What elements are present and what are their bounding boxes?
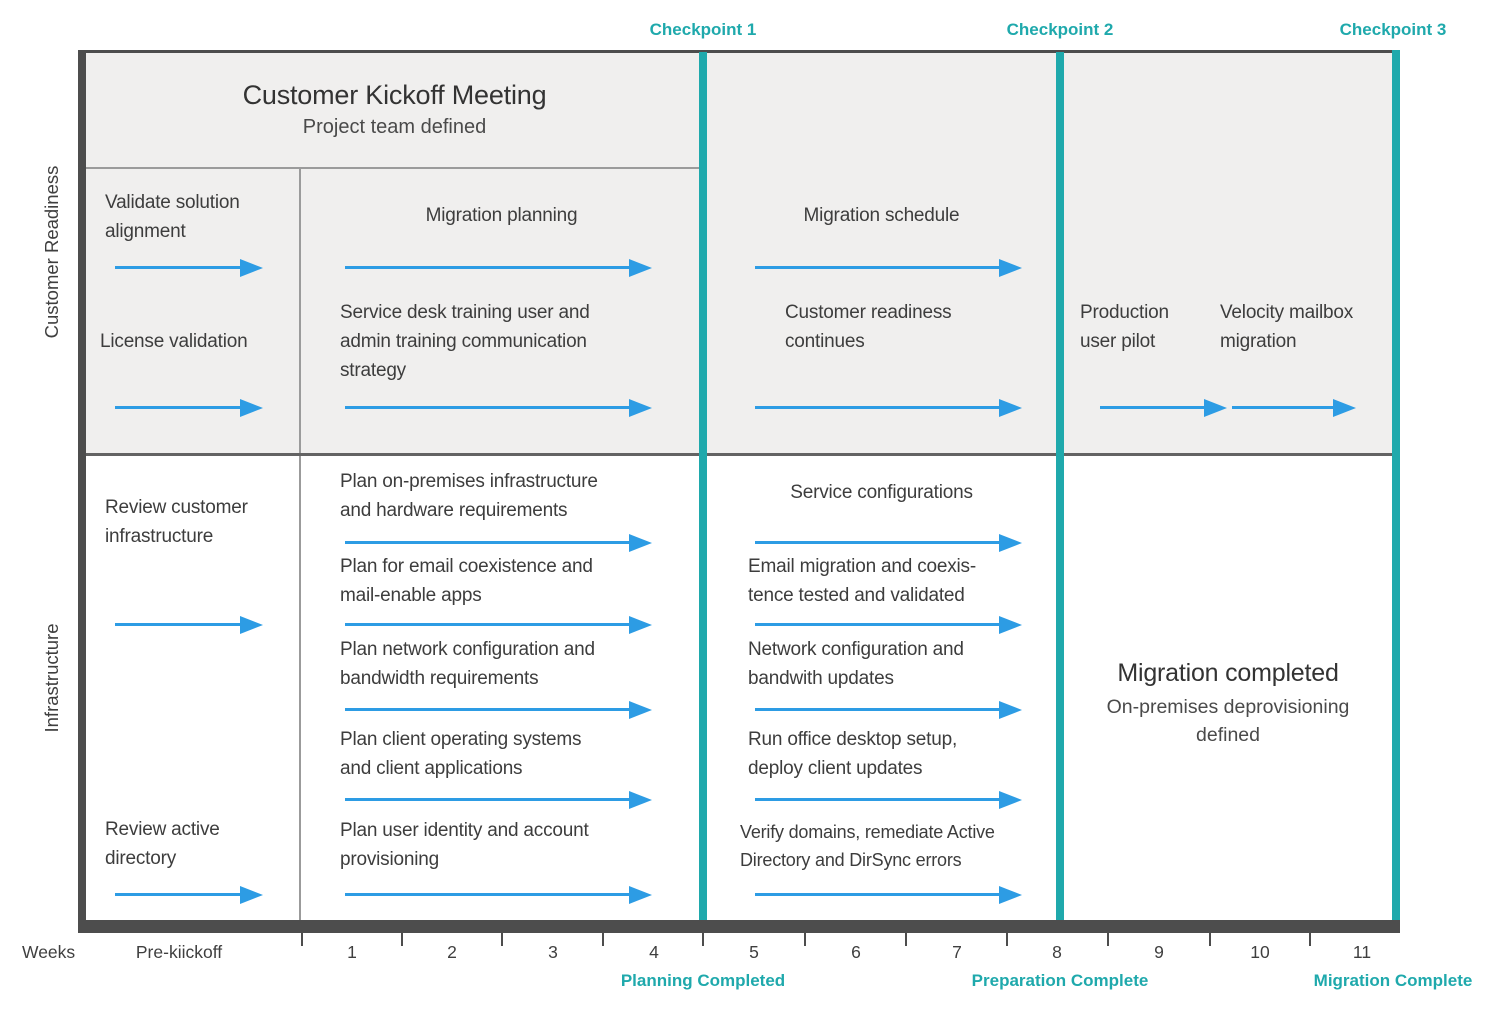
task-production-user-pilot: Production user pilot [1080, 302, 1169, 352]
task-arrow [115, 885, 263, 904]
task-review-customer-infrastructure: Review customer infrastructure [105, 497, 248, 547]
week-label-3: 3 [548, 942, 558, 962]
task-arrow [345, 258, 652, 277]
task-arrow [755, 790, 1022, 809]
week-tick [501, 933, 503, 946]
task-customer-readiness-continues: Customer readiness continues [785, 302, 952, 352]
week-label-prekickoff: Pre-kiickoff [135, 942, 223, 962]
kickoff-header-divider [86, 167, 703, 169]
task-review-active-directory: Review active directory [105, 819, 220, 869]
task-arrow [1100, 398, 1227, 417]
customer-readiness-lane-background [86, 52, 1393, 454]
week-tick [602, 933, 604, 946]
task-arrow [345, 790, 652, 809]
week-label-11: 11 [1352, 942, 1372, 962]
checkpoint-1-line [699, 52, 707, 920]
task-arrow [755, 700, 1022, 719]
week-label-8: 8 [1052, 942, 1062, 962]
task-arrow [345, 885, 652, 904]
bottom-axis-bar [78, 920, 1400, 933]
task-arrow [755, 533, 1022, 552]
task-validate-solution-alignment: Validate solution alignment [105, 192, 240, 242]
task-arrow [345, 533, 652, 552]
task-service-configurations: Service configurations [790, 482, 973, 503]
top-border [78, 50, 1400, 53]
checkpoint-2-label: Checkpoint 2 [1006, 20, 1114, 39]
week-tick [1309, 933, 1311, 946]
milestone-planning-completed: Planning Completed [620, 971, 786, 990]
task-arrow [115, 615, 263, 634]
prekickoff-column-divider [299, 167, 301, 920]
task-arrow [755, 885, 1022, 904]
week-tick [804, 933, 806, 946]
task-email-migration-tested: Email migration and coexis- tence tested… [748, 556, 976, 606]
checkpoint-3-line [1392, 50, 1400, 920]
week-tick [1107, 933, 1109, 946]
milestone-migration-complete: Migration Complete [1313, 971, 1473, 990]
task-license-validation: License validation [100, 331, 248, 352]
week-label-6: 6 [851, 942, 861, 962]
checkpoint-3-label: Checkpoint 3 [1339, 20, 1447, 39]
left-border [78, 50, 86, 933]
task-arrow [1232, 398, 1356, 417]
week-label-4: 4 [649, 942, 659, 962]
task-arrow [115, 258, 263, 277]
lane-label-infrastructure: Infrastructure [41, 623, 62, 733]
task-velocity-mailbox-migration: Velocity mailbox migration [1220, 302, 1354, 352]
task-plan-email-coexistence: Plan for email coexistence and mail-enab… [340, 556, 593, 606]
migration-completed-title: Migration completed [1117, 659, 1339, 687]
week-label-2: 2 [447, 942, 457, 962]
week-tick [702, 933, 704, 946]
task-plan-onpremises-infrastructure: Plan on-premises infrastructure and hard… [340, 471, 598, 521]
task-arrow [345, 398, 652, 417]
checkpoint-1-label: Checkpoint 1 [649, 20, 757, 39]
week-tick [1006, 933, 1008, 946]
task-arrow [345, 700, 652, 719]
week-tick [401, 933, 403, 946]
kickoff-subtitle: Project team defined [302, 116, 487, 138]
task-arrow [115, 398, 263, 417]
task-plan-client-operating-systems: Plan client operating systems and client… [340, 729, 582, 779]
week-tick [1209, 933, 1211, 946]
migration-completed-subtitle: On-premises deprovisioning defined [1106, 696, 1350, 746]
task-arrow [345, 615, 652, 634]
task-migration-schedule: Migration schedule [803, 205, 960, 226]
task-plan-network-configuration: Plan network configuration and bandwidth… [340, 639, 595, 689]
lane-divider [86, 453, 1393, 456]
lane-label-customer-readiness: Customer Readiness [41, 165, 62, 339]
task-migration-planning: Migration planning [425, 205, 578, 226]
task-arrow [755, 258, 1022, 277]
weeks-axis-label: Weeks [22, 942, 76, 962]
task-arrow [755, 398, 1022, 417]
week-label-9: 9 [1154, 942, 1164, 962]
task-arrow [755, 615, 1022, 634]
week-label-10: 10 [1250, 942, 1270, 962]
kickoff-title: Customer Kickoff Meeting [242, 80, 547, 110]
week-label-5: 5 [749, 942, 759, 962]
week-label-7: 7 [952, 942, 962, 962]
task-verify-domains: Verify domains, remediate Active Directo… [740, 822, 995, 870]
task-network-configuration-updates: Network configuration and bandwith updat… [748, 639, 964, 689]
week-tick [905, 933, 907, 946]
week-label-1: 1 [347, 942, 357, 962]
task-plan-user-identity: Plan user identity and account provision… [340, 820, 589, 870]
week-tick [301, 933, 303, 946]
task-service-desk-training: Service desk training user and admin tra… [340, 302, 590, 381]
task-run-office-desktop-setup: Run office desktop setup, deploy client … [748, 729, 958, 779]
checkpoint-2-line [1056, 52, 1064, 920]
milestone-preparation-complete: Preparation Complete [971, 971, 1149, 990]
